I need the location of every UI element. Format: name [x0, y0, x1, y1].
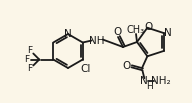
- Text: CH₃: CH₃: [127, 25, 145, 35]
- Text: N: N: [141, 76, 148, 86]
- Text: O: O: [122, 61, 131, 71]
- Text: O: O: [144, 22, 152, 32]
- Text: F: F: [27, 64, 32, 73]
- Text: F: F: [27, 46, 32, 55]
- Text: NH: NH: [89, 36, 104, 46]
- Text: Cl: Cl: [80, 64, 91, 74]
- Text: N: N: [64, 29, 72, 39]
- Text: N: N: [164, 28, 172, 38]
- Text: O: O: [113, 27, 121, 37]
- Text: F: F: [24, 55, 29, 64]
- Text: H: H: [146, 82, 153, 91]
- Text: NH₂: NH₂: [151, 76, 170, 86]
